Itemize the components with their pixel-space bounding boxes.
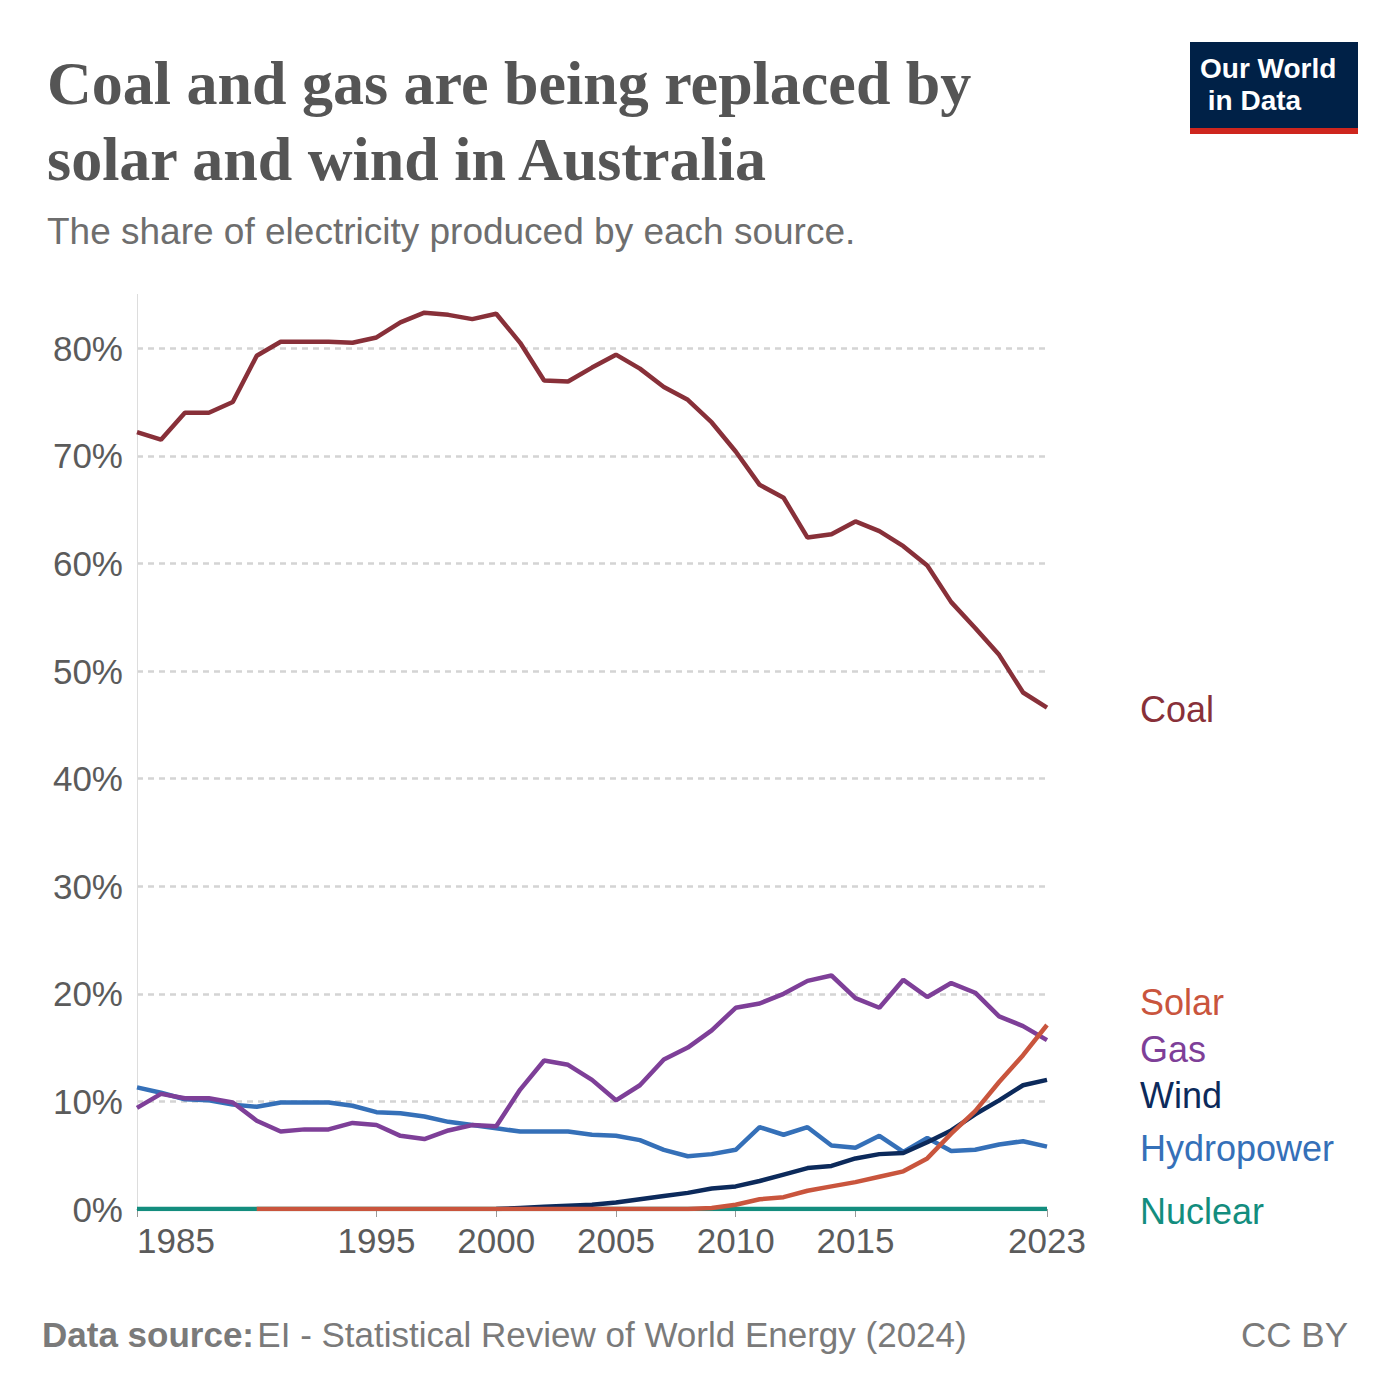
svg-text:70%: 70%: [53, 436, 123, 475]
svg-text:1985: 1985: [137, 1221, 215, 1260]
svg-text:1995: 1995: [338, 1221, 416, 1260]
svg-text:60%: 60%: [53, 544, 123, 583]
svg-text:Data source:: Data source:: [42, 1315, 254, 1354]
svg-text:CC BY: CC BY: [1241, 1315, 1348, 1354]
svg-text:EI - Statistical Review of Wor: EI - Statistical Review of World Energy …: [257, 1315, 966, 1354]
svg-text:20%: 20%: [53, 974, 123, 1013]
svg-text:2005: 2005: [577, 1221, 655, 1260]
svg-text:Solar: Solar: [1140, 982, 1224, 1023]
svg-text:10%: 10%: [53, 1082, 123, 1121]
svg-text:The share of electricity produ: The share of electricity produced by eac…: [47, 211, 855, 252]
svg-text:50%: 50%: [53, 652, 123, 691]
svg-text:Nuclear: Nuclear: [1140, 1191, 1264, 1232]
svg-text:Coal: Coal: [1140, 689, 1214, 730]
svg-text:2023: 2023: [1008, 1221, 1086, 1260]
svg-text:2015: 2015: [816, 1221, 894, 1260]
svg-text:2000: 2000: [457, 1221, 535, 1260]
svg-text:Gas: Gas: [1140, 1029, 1206, 1070]
svg-text:2010: 2010: [697, 1221, 775, 1260]
svg-text:0%: 0%: [72, 1190, 123, 1229]
svg-text:80%: 80%: [53, 329, 123, 368]
svg-text:solar and wind in Australia: solar and wind in Australia: [47, 125, 766, 193]
svg-text:30%: 30%: [53, 867, 123, 906]
svg-text:Coal and gas are being replace: Coal and gas are being replaced by: [47, 49, 987, 117]
svg-text:40%: 40%: [53, 759, 123, 798]
svg-text:Wind: Wind: [1140, 1075, 1222, 1116]
svg-text:Hydropower: Hydropower: [1140, 1128, 1334, 1169]
svg-text:Our World: Our World: [1200, 53, 1336, 84]
svg-text:in Data: in Data: [1200, 85, 1302, 116]
